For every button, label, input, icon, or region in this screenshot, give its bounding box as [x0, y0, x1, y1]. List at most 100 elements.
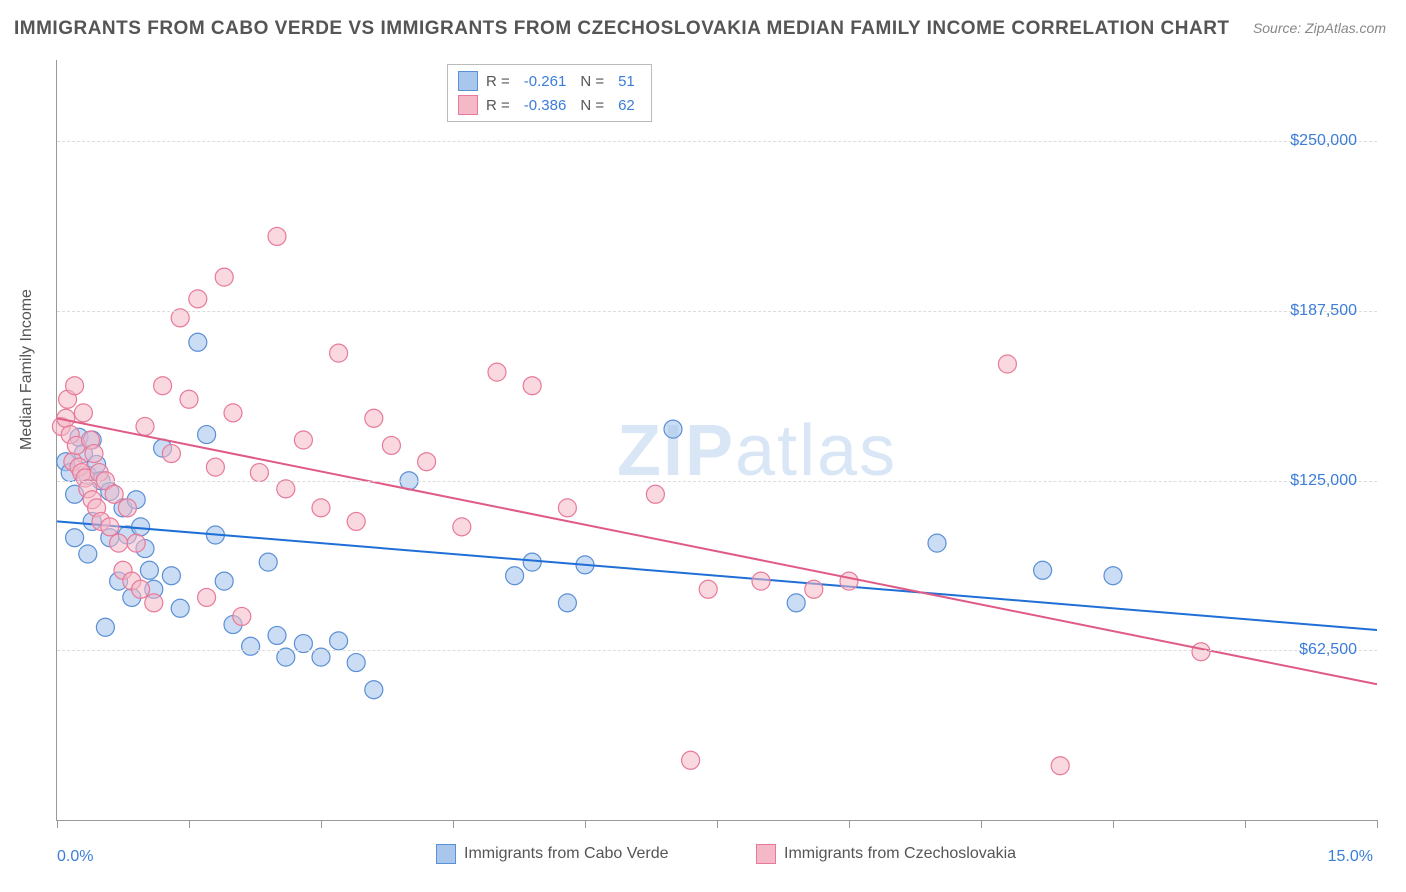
data-point [805, 580, 823, 598]
data-point [1051, 757, 1069, 775]
legend-row: R =-0.261N =51 [458, 69, 641, 93]
data-point [66, 377, 84, 395]
data-point [1104, 567, 1122, 585]
data-point [664, 420, 682, 438]
data-point [140, 561, 158, 579]
legend-correlation: R = -0.261 N = 51 R = -0.386 N = 62 [447, 64, 652, 122]
legend-swatch [436, 844, 456, 864]
data-point [682, 751, 700, 769]
data-point [118, 499, 136, 517]
x-max-label: 15.0% [1328, 848, 1373, 866]
data-point [74, 404, 92, 422]
legend-bottom-item: Immigrants from Cabo Verde [436, 844, 669, 864]
data-point [215, 268, 233, 286]
x-tick [57, 820, 58, 828]
data-point [312, 499, 330, 517]
legend-label: Immigrants from Czechoslovakia [784, 845, 1016, 863]
data-point [277, 480, 295, 498]
x-tick [1377, 820, 1378, 828]
legend-n-label: N = [580, 97, 604, 114]
gridline [57, 481, 1377, 482]
data-point [365, 409, 383, 427]
data-point [558, 594, 576, 612]
data-point [646, 485, 664, 503]
data-point [365, 681, 383, 699]
legend-row: R = -0.386 N = 62 [458, 93, 641, 117]
data-point [998, 355, 1016, 373]
legend-r-value: -0.386 [524, 97, 567, 114]
data-point [189, 333, 207, 351]
legend-swatch [458, 95, 478, 115]
legend-bottom-item: Immigrants from Czechoslovakia [756, 844, 1016, 864]
x-tick [1245, 820, 1246, 828]
data-point [136, 417, 154, 435]
data-point [418, 453, 436, 471]
legend-r-label: R = [486, 97, 510, 114]
data-point [558, 499, 576, 517]
data-point [294, 431, 312, 449]
data-point [105, 485, 123, 503]
data-point [96, 618, 114, 636]
x-tick [321, 820, 322, 828]
data-point [382, 436, 400, 454]
data-point [171, 599, 189, 617]
data-point [787, 594, 805, 612]
data-point [523, 553, 541, 571]
x-tick [585, 820, 586, 828]
data-point [215, 572, 233, 590]
data-point [250, 464, 268, 482]
chart-title: IMMIGRANTS FROM CABO VERDE VS IMMIGRANTS… [14, 18, 1230, 40]
data-point [162, 445, 180, 463]
legend-swatch [756, 844, 776, 864]
data-point [189, 290, 207, 308]
data-point [1192, 643, 1210, 661]
x-min-label: 0.0% [57, 848, 93, 866]
data-point [259, 553, 277, 571]
data-point [79, 545, 97, 563]
data-point [488, 363, 506, 381]
legend-n-label: N = [580, 73, 604, 90]
plot-area: ZIPatlas R =-0.261N =51R =-0.386N =62 $6… [56, 60, 1377, 821]
gridline [57, 311, 1377, 312]
legend-n-value: 62 [618, 97, 635, 114]
source-label: Source: ZipAtlas.com [1253, 20, 1386, 36]
data-point [154, 377, 172, 395]
data-point [523, 377, 541, 395]
y-axis-label: Median Family Income [18, 289, 36, 450]
y-tick-label: $187,500 [1290, 302, 1357, 320]
gridline [57, 141, 1377, 142]
y-tick-label: $125,000 [1290, 472, 1357, 490]
x-tick [717, 820, 718, 828]
data-point [330, 344, 348, 362]
data-point [268, 626, 286, 644]
data-point [66, 529, 84, 547]
legend-label: Immigrants from Cabo Verde [464, 845, 669, 863]
trend-line [57, 521, 1377, 630]
data-point [85, 445, 103, 463]
x-tick [981, 820, 982, 828]
data-point [132, 580, 150, 598]
data-point [101, 518, 119, 536]
y-tick-label: $62,500 [1299, 641, 1357, 659]
gridline [57, 650, 1377, 651]
scatter-svg [57, 60, 1377, 820]
data-point [110, 534, 128, 552]
data-point [233, 607, 251, 625]
data-point [206, 458, 224, 476]
data-point [506, 567, 524, 585]
data-point [1034, 561, 1052, 579]
x-tick [189, 820, 190, 828]
data-point [242, 637, 260, 655]
data-point [699, 580, 717, 598]
data-point [180, 390, 198, 408]
data-point [198, 588, 216, 606]
x-tick [453, 820, 454, 828]
data-point [752, 572, 770, 590]
data-point [198, 426, 216, 444]
legend-r-value: -0.261 [524, 73, 567, 90]
x-tick [849, 820, 850, 828]
data-point [928, 534, 946, 552]
x-tick [1113, 820, 1114, 828]
legend-n-value: 51 [618, 73, 635, 90]
y-tick-label: $250,000 [1290, 132, 1357, 150]
